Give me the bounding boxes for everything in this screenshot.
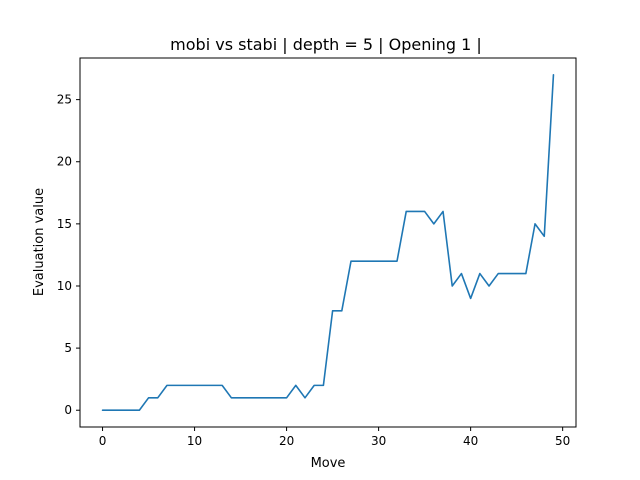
series-line [101, 73, 555, 412]
chart-title: mobi vs stabi | depth = 5 | Opening 1 | [170, 35, 482, 54]
y-tick-label: 0 [64, 403, 72, 417]
x-axis-label: Move [311, 456, 346, 471]
series-layer [101, 73, 555, 412]
y-tick-label: 20 [57, 155, 72, 169]
x-tick-label: 40 [463, 434, 478, 448]
y-tick-label: 10 [57, 279, 72, 293]
y-axis-label: Evaluation value [32, 188, 47, 296]
y-tick-label: 15 [57, 217, 72, 231]
tick-layer: 0 10 20 30 40 50 0 5 10 15 20 25 [57, 93, 571, 448]
y-tick-label: 5 [64, 341, 72, 355]
y-tick-label: 25 [57, 93, 72, 107]
x-tick-label: 10 [187, 434, 202, 448]
x-tick-label: 30 [371, 434, 386, 448]
plot-frame [79, 57, 577, 428]
x-tick-label: 50 [555, 434, 570, 448]
x-tick-label: 0 [99, 434, 107, 448]
x-tick-label: 20 [279, 434, 294, 448]
